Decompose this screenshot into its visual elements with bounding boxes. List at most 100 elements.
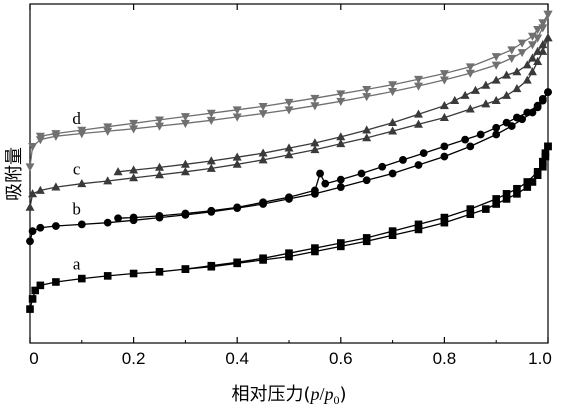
data-point	[77, 126, 87, 135]
data-point	[28, 295, 37, 303]
data-point	[28, 227, 37, 236]
data-point	[481, 80, 491, 89]
data-point	[440, 152, 449, 161]
data-point	[465, 104, 475, 113]
data-point	[523, 183, 532, 191]
data-point	[310, 138, 320, 147]
data-point	[522, 60, 532, 69]
data-point	[533, 34, 543, 43]
data-point	[129, 125, 139, 134]
data-point	[207, 206, 216, 215]
data-point	[36, 223, 45, 232]
data-point	[337, 239, 345, 247]
data-point	[336, 183, 345, 191]
data-point	[181, 265, 190, 273]
data-point	[491, 95, 501, 105]
data-point	[258, 110, 268, 119]
data-point	[155, 170, 164, 179]
data-point	[502, 190, 511, 198]
data-point	[362, 133, 372, 142]
data-point	[482, 205, 490, 213]
data-point	[512, 67, 522, 76]
series-d-desorption-line	[40, 13, 549, 137]
data-point	[470, 85, 480, 94]
data-point	[414, 119, 423, 128]
data-point	[78, 274, 86, 283]
data-point	[528, 178, 537, 186]
data-point	[539, 157, 547, 166]
data-point	[414, 220, 423, 229]
data-point	[491, 53, 501, 62]
data-point	[466, 210, 475, 218]
series-label-a: a	[73, 254, 81, 273]
data-point	[543, 10, 553, 19]
data-point	[544, 142, 552, 151]
data-point	[155, 211, 164, 220]
data-point	[129, 165, 139, 174]
data-point	[543, 33, 553, 42]
data-point	[513, 184, 521, 193]
series-a	[26, 142, 552, 313]
y-axis-title: 吸附量	[4, 147, 25, 201]
data-point	[538, 19, 548, 28]
x-tick-label: 1.0	[528, 349, 552, 368]
data-point	[481, 99, 491, 108]
data-point	[362, 93, 372, 102]
data-point	[77, 178, 87, 188]
data-point	[492, 200, 500, 208]
data-point	[533, 56, 543, 66]
data-point	[502, 118, 511, 127]
data-point	[523, 178, 532, 186]
data-point	[155, 162, 164, 171]
data-point	[181, 209, 190, 218]
data-point	[466, 205, 475, 213]
data-point	[439, 76, 449, 85]
data-point	[533, 26, 543, 35]
data-point	[439, 70, 449, 79]
data-point	[439, 112, 449, 121]
data-point	[285, 193, 293, 202]
data-point	[414, 109, 423, 118]
data-point	[336, 97, 346, 106]
data-point	[336, 138, 346, 148]
data-point	[465, 63, 475, 72]
data-point	[517, 39, 527, 48]
data-point	[450, 95, 460, 105]
data-point	[77, 220, 86, 229]
data-point	[388, 169, 397, 178]
data-point	[440, 213, 449, 222]
data-point	[513, 190, 521, 198]
data-point	[311, 244, 319, 252]
data-point	[284, 150, 294, 159]
data-point	[465, 69, 475, 78]
series-b	[26, 88, 552, 246]
data-point	[207, 261, 216, 270]
data-point	[129, 213, 138, 222]
data-point	[259, 198, 267, 207]
x-axis-tick-labels: 0 0.2 0.4 0.6 0.8 1.0	[29, 349, 552, 368]
data-point	[129, 119, 139, 129]
data-point	[399, 156, 407, 164]
data-point	[527, 67, 537, 76]
data-point	[476, 130, 485, 139]
data-point	[26, 305, 34, 313]
data-point	[232, 152, 242, 161]
x-axis-title: 相对压力(p/p0)	[231, 384, 346, 407]
x-tick-label: 0	[29, 349, 38, 368]
data-point	[51, 130, 61, 139]
data-point	[460, 90, 470, 99]
data-point	[129, 173, 139, 182]
data-point	[25, 163, 35, 172]
data-point	[284, 143, 294, 152]
data-point	[388, 88, 398, 97]
data-point	[388, 231, 397, 239]
data-point	[533, 46, 543, 55]
data-point	[414, 75, 423, 84]
data-point	[310, 102, 320, 111]
data-point	[103, 218, 112, 227]
x-tick-label: 0.4	[225, 349, 249, 368]
data-point	[232, 113, 242, 122]
data-point	[310, 145, 320, 154]
data-point	[52, 278, 60, 286]
data-point	[527, 53, 537, 62]
